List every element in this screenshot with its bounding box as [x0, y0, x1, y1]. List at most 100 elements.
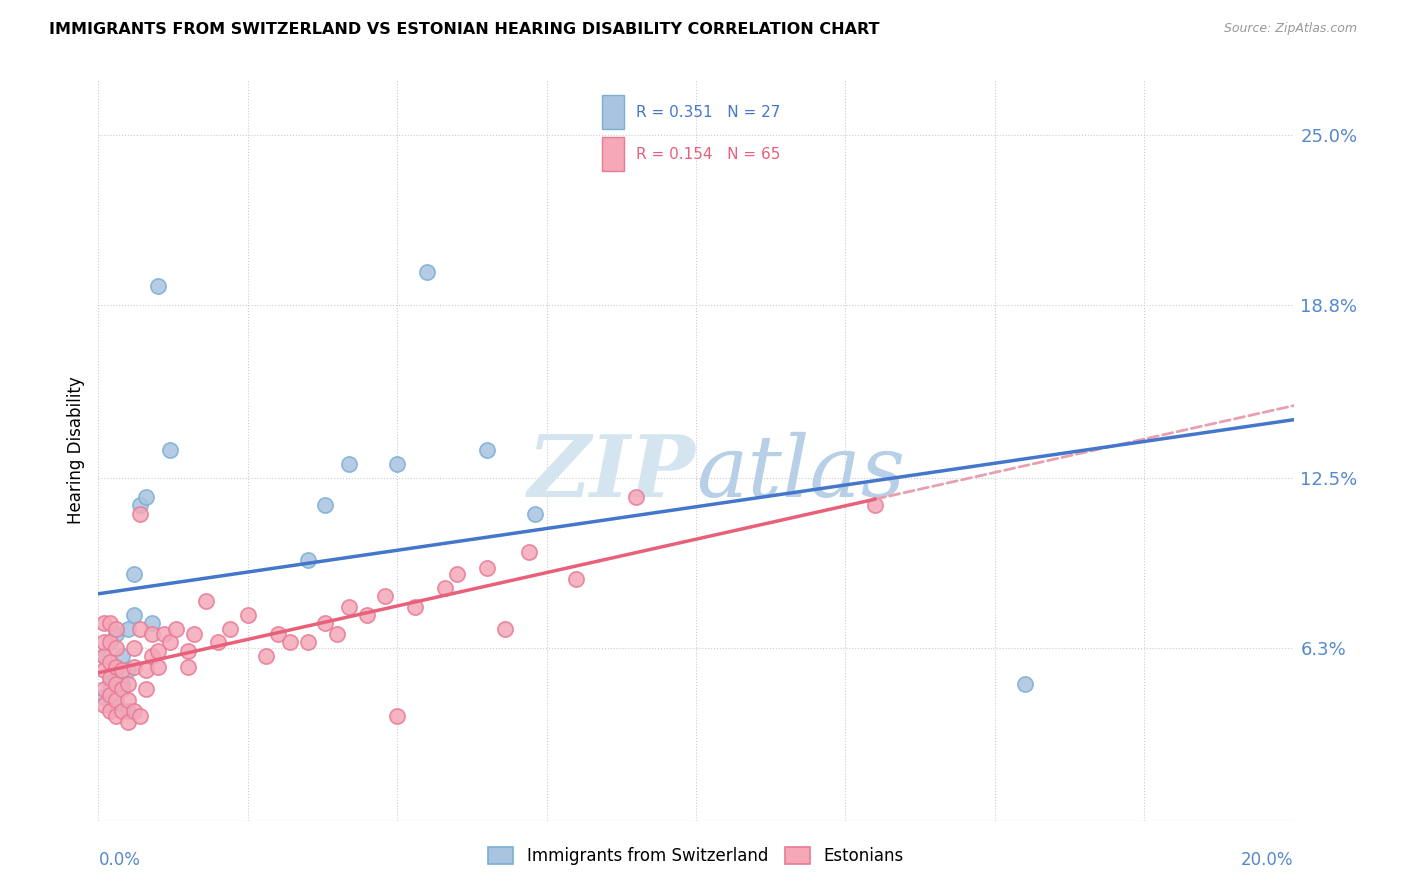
Point: [117, 663, 139, 677]
Point: [93, 681, 115, 696]
Text: 0.0%: 0.0%: [98, 851, 141, 869]
Point: [159, 443, 181, 458]
Point: [93, 663, 115, 677]
Point: [129, 709, 152, 723]
Point: [148, 643, 170, 657]
Point: [278, 635, 301, 649]
Point: [523, 507, 546, 521]
Point: [135, 490, 157, 504]
Point: [565, 572, 588, 586]
Point: [446, 566, 468, 581]
Point: [141, 649, 163, 664]
Point: [98, 688, 122, 702]
Point: [177, 643, 200, 657]
FancyBboxPatch shape: [602, 95, 624, 129]
Point: [135, 663, 157, 677]
Point: [865, 498, 887, 512]
Point: [124, 640, 146, 655]
Point: [297, 553, 319, 567]
Point: [315, 498, 337, 512]
Point: [98, 704, 122, 718]
Point: [141, 627, 163, 641]
Point: [177, 660, 200, 674]
Point: [236, 607, 259, 622]
Point: [159, 635, 181, 649]
Point: [129, 498, 152, 512]
Point: [93, 698, 115, 713]
Point: [124, 704, 146, 718]
Point: [98, 676, 122, 690]
Point: [153, 627, 176, 641]
Point: [195, 594, 218, 608]
Point: [494, 622, 516, 636]
Point: [385, 709, 409, 723]
Point: [148, 279, 170, 293]
Text: R = 0.154   N = 65: R = 0.154 N = 65: [636, 147, 780, 161]
Point: [124, 660, 146, 674]
Point: [1014, 676, 1036, 690]
Text: IMMIGRANTS FROM SWITZERLAND VS ESTONIAN HEARING DISABILITY CORRELATION CHART: IMMIGRANTS FROM SWITZERLAND VS ESTONIAN …: [49, 22, 880, 37]
FancyBboxPatch shape: [602, 137, 624, 171]
Point: [111, 704, 134, 718]
Point: [105, 676, 128, 690]
Point: [141, 616, 163, 631]
Point: [517, 545, 540, 559]
Point: [105, 709, 128, 723]
Point: [339, 457, 361, 471]
Legend: Immigrants from Switzerland, Estonians: Immigrants from Switzerland, Estonians: [482, 840, 910, 871]
Point: [93, 649, 115, 664]
Point: [105, 622, 128, 636]
Point: [356, 607, 378, 622]
Point: [183, 627, 205, 641]
Point: [105, 640, 128, 655]
Point: [219, 622, 242, 636]
Point: [111, 649, 134, 664]
Point: [111, 663, 134, 677]
Point: [117, 622, 139, 636]
Point: [124, 566, 146, 581]
Point: [339, 599, 361, 614]
Point: [148, 660, 170, 674]
Text: atlas: atlas: [696, 432, 905, 514]
Point: [404, 599, 426, 614]
Point: [98, 655, 122, 669]
Point: [129, 622, 152, 636]
Point: [93, 616, 115, 631]
Point: [374, 589, 396, 603]
Point: [93, 635, 115, 649]
Point: [135, 681, 157, 696]
Point: [297, 635, 319, 649]
Point: [416, 265, 439, 279]
Point: [117, 693, 139, 707]
Point: [117, 704, 139, 718]
Point: [105, 660, 128, 674]
Text: ZIP: ZIP: [529, 431, 696, 515]
Point: [105, 698, 128, 713]
Point: [105, 663, 128, 677]
Point: [254, 649, 277, 664]
Point: [98, 635, 122, 649]
Point: [165, 622, 187, 636]
Point: [93, 690, 115, 705]
Y-axis label: Hearing Disability: Hearing Disability: [66, 376, 84, 524]
Point: [129, 507, 152, 521]
Point: [434, 581, 457, 595]
Point: [117, 676, 139, 690]
Point: [98, 671, 122, 685]
Text: R = 0.351   N = 27: R = 0.351 N = 27: [636, 105, 780, 120]
Point: [207, 635, 229, 649]
Point: [111, 681, 134, 696]
Point: [105, 693, 128, 707]
Point: [475, 443, 498, 458]
Point: [105, 627, 128, 641]
Point: [111, 676, 134, 690]
Point: [267, 627, 290, 641]
Point: [315, 616, 337, 631]
Point: [98, 635, 122, 649]
Point: [117, 714, 139, 729]
Point: [93, 649, 115, 664]
Text: 20.0%: 20.0%: [1241, 851, 1294, 869]
Point: [385, 457, 409, 471]
Point: [475, 561, 498, 575]
Point: [98, 616, 122, 631]
